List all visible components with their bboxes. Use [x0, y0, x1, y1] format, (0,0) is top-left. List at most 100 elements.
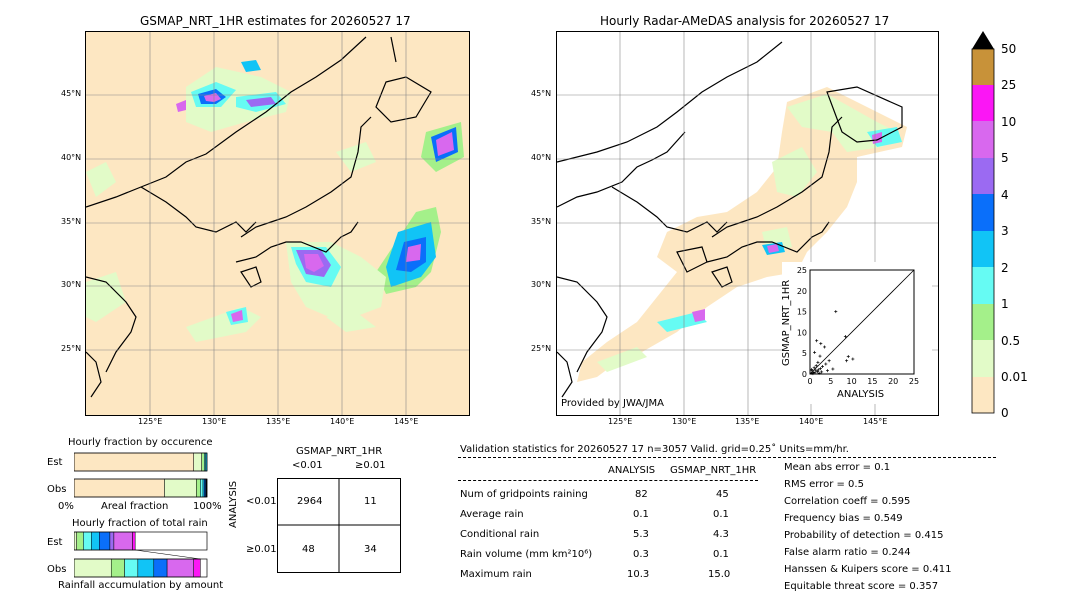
scatter-x-tick: 15: [867, 377, 877, 386]
validation-row-analysis: 10.3: [627, 569, 650, 580]
left-lon-tick: 135°E: [266, 417, 291, 426]
scatter-point: [827, 359, 831, 363]
rain-fraction-connector: [135, 549, 201, 560]
scatter-point: [845, 359, 849, 363]
validation-col-gsmap: GSMAP_NRT_1HR: [670, 465, 757, 476]
scatter-point: [815, 339, 819, 343]
scatter-point: [814, 364, 818, 368]
contingency-col1: <0.01: [292, 460, 323, 471]
colorbar-over-arrow: [972, 31, 994, 49]
occurrence-segment-obs: [200, 478, 204, 498]
scatter-point: [811, 372, 815, 376]
scatter-y-tick: 5: [802, 349, 807, 358]
rain-fraction-segment-obs: [137, 558, 155, 578]
right-lat-tick: 25°N: [531, 344, 552, 353]
rain-fraction-bar-outline: [73, 531, 208, 551]
right-lat-tick: 30°N: [531, 280, 552, 289]
scatter-point: [846, 355, 850, 359]
right-lon-tick: 135°E: [735, 417, 760, 426]
occurrence-obs-label: Obs: [47, 484, 67, 495]
occurrence-est-label: Est: [47, 457, 63, 468]
colorbar-label: 3: [1001, 224, 1009, 238]
scatter-point: [834, 310, 838, 314]
scatter-point: [809, 371, 813, 375]
left-map-canvas: [86, 32, 469, 415]
rain-fraction-segment-obs: [110, 558, 125, 578]
contingency-cell: 2964: [297, 496, 323, 507]
colorbar-swatch-10: [972, 85, 994, 121]
right-lon-tick: 130°E: [672, 417, 697, 426]
colorbar-label: 10: [1001, 115, 1017, 129]
scatter-point: [843, 335, 847, 339]
occurrence-segment-est: [201, 452, 205, 472]
colorbar-label: 2: [1001, 261, 1009, 275]
scatter-canvas: 00 5 5 10 10 15 15 20 20 25 25: [797, 266, 919, 386]
rain-obs-label: Obs: [47, 564, 67, 575]
validation-row-gsmap: 4.3: [713, 529, 729, 540]
scatter-plot: 0 0 5 5 10 10 15 15 20 20 25 25: [782, 262, 932, 404]
scatter-y-tick: 25: [797, 266, 807, 275]
colorbar-swatch-5: [972, 121, 994, 158]
colorbar-label: 25: [1001, 78, 1017, 92]
occurrence-pct0: 0%: [58, 501, 74, 512]
data-credit: Provided by JWA/JMA: [561, 398, 664, 409]
contingency-cell: 11: [364, 496, 377, 507]
scatter-point: [810, 367, 814, 371]
rain-fraction-segment-est: [109, 531, 115, 551]
rain-fraction-segment-est: [83, 531, 92, 551]
right-lon-tick: 145°E: [863, 417, 888, 426]
validation-row-gsmap: 45: [716, 489, 729, 500]
scatter-point: [824, 362, 828, 366]
scatter-x-tick: 5: [828, 377, 833, 386]
rain-fraction-xlabel: Rainfall accumulation by amount: [58, 580, 224, 591]
colorbar-label: 5: [1001, 151, 1009, 165]
rain-fraction-segment-est: [91, 531, 100, 551]
rain-fraction-canvas: [73, 531, 208, 578]
left-map-grid: [86, 32, 469, 415]
score-line: Frequency bias = 0.549: [784, 513, 903, 524]
scatter-point: [818, 367, 822, 371]
validation-row-label: Num of gridpoints raining: [460, 489, 588, 500]
contingency-row1: <0.01: [246, 496, 277, 507]
rain-est-label: Est: [47, 537, 63, 548]
score-line: Mean abs error = 0.1: [784, 462, 891, 473]
occurrence-xlabel: Areal fraction: [101, 501, 169, 512]
validation-header: Validation statistics for 20260527 17 n=…: [460, 444, 849, 455]
right-map-coverage: [577, 87, 907, 382]
contingency-cell: 34: [364, 544, 377, 555]
scatter-y-tick: 10: [797, 328, 807, 337]
occurrence-segment-obs: [164, 478, 197, 498]
rain-fraction-bar-outline: [73, 558, 208, 578]
rain-fraction-segment-est: [132, 531, 136, 551]
occurrence-segment-obs: [196, 478, 201, 498]
validation-row-gsmap: 0.1: [713, 549, 729, 560]
scatter-ylabel: GSMAP_NRT_1HR: [781, 279, 792, 366]
rain-fraction-segment-obs: [166, 558, 194, 578]
scatter-point: [831, 367, 835, 371]
validation-row-analysis: 0.1: [633, 509, 649, 520]
score-line: Correlation coeff = 0.595: [784, 496, 911, 507]
left-map-coastlines: [86, 36, 432, 398]
validation-col-analysis: ANALYSIS: [608, 465, 656, 476]
scatter-point: [815, 370, 819, 374]
rain-fraction-segment-obs: [193, 558, 201, 578]
scatter-point: [818, 354, 822, 358]
colorbar-swatch-1: [972, 267, 994, 304]
rain-fraction-bars: [73, 531, 208, 579]
validation-row-analysis: 5.3: [633, 529, 649, 540]
scatter-x-tick: 0: [807, 377, 812, 386]
right-lon-tick: 125°E: [608, 417, 633, 426]
score-line: False alarm ratio = 0.244: [784, 547, 911, 558]
left-map-rain: [86, 60, 464, 342]
right-map-canvas: [557, 32, 938, 415]
colorbar-canvas: [971, 31, 995, 414]
scatter-y-tick: 15: [797, 308, 807, 317]
contingency-row-title: ANALYSIS: [228, 480, 239, 528]
left-lat-tick: 45°N: [61, 89, 82, 98]
colorbar-swatch-0: [972, 377, 994, 413]
occurrence-bars: [73, 452, 208, 498]
scatter-point: [816, 360, 820, 364]
occurrence-segment-est: [193, 452, 202, 472]
score-line: RMS error = 0.5: [784, 479, 864, 490]
scatter-x-tick: 25: [909, 377, 919, 386]
